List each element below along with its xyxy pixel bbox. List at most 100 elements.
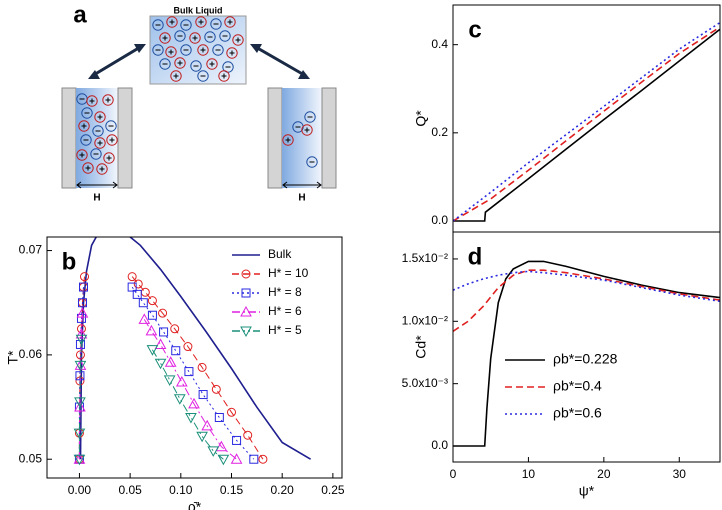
series-line xyxy=(78,313,237,460)
panel-label: d xyxy=(468,243,483,270)
ion xyxy=(282,134,294,146)
marker xyxy=(77,298,87,308)
y-axis-label: Q* xyxy=(413,110,429,127)
marker xyxy=(158,308,168,318)
series-line xyxy=(453,28,720,222)
y-tick-label: 0.07 xyxy=(19,243,43,257)
gap-label: H xyxy=(93,193,100,204)
marker xyxy=(171,346,181,356)
marker xyxy=(138,313,151,324)
arrow-heads xyxy=(88,44,310,79)
marker xyxy=(75,334,88,346)
ion xyxy=(212,44,224,56)
ion xyxy=(106,134,118,146)
ion xyxy=(226,47,238,59)
series-line xyxy=(78,276,264,460)
ion xyxy=(174,30,186,42)
ion xyxy=(166,16,178,28)
ion xyxy=(165,46,177,58)
y-axis-label: Cd* xyxy=(413,335,429,359)
marker xyxy=(74,397,86,408)
marker xyxy=(198,390,208,400)
marker xyxy=(75,327,88,339)
y-tick-label: 1.0x10⁻² xyxy=(402,313,448,327)
marker xyxy=(214,412,224,422)
marker xyxy=(145,324,158,336)
marker xyxy=(76,313,86,323)
y-tick-label: 0.06 xyxy=(19,347,43,361)
ion xyxy=(105,120,117,132)
marker xyxy=(196,431,208,443)
ion xyxy=(210,18,222,30)
ion xyxy=(152,44,164,56)
panel-label: c xyxy=(468,16,481,43)
ion xyxy=(92,125,104,137)
marker xyxy=(78,282,88,292)
y-tick-label: 1.5x10⁻² xyxy=(402,251,448,265)
ion xyxy=(180,19,192,31)
ion xyxy=(174,57,186,69)
marker xyxy=(154,358,167,370)
marker xyxy=(147,310,157,320)
marker xyxy=(175,375,188,387)
x-tick-label: 0 xyxy=(450,467,457,481)
x-tick-label: 0.25 xyxy=(321,483,345,497)
legend-label: H* = 6 xyxy=(268,304,302,318)
marker xyxy=(197,362,207,372)
legend-label: ρb*=0.4 xyxy=(553,378,602,394)
x-axis-label: ρ̄* xyxy=(188,499,202,510)
legend-label: ρb*=0.228 xyxy=(553,351,618,367)
legend-label: ρb*=0.6 xyxy=(553,405,602,421)
ion xyxy=(197,70,209,82)
ion xyxy=(190,60,202,72)
marker xyxy=(211,384,221,394)
ion xyxy=(189,32,201,44)
plot-frame xyxy=(46,236,343,479)
marker xyxy=(215,440,228,452)
ion xyxy=(76,149,88,161)
marker xyxy=(164,356,177,367)
ion xyxy=(96,163,108,175)
y-tick-label: 0.0 xyxy=(431,213,448,227)
series-line xyxy=(453,269,720,332)
x-tick-label: 0.00 xyxy=(68,483,92,497)
ion xyxy=(94,137,106,149)
legend-label: H* = 5 xyxy=(268,323,302,337)
ion xyxy=(81,107,93,119)
marker xyxy=(73,454,86,466)
ion xyxy=(180,44,192,56)
marker xyxy=(80,272,90,282)
x-tick-label: 0.20 xyxy=(271,483,295,497)
marker xyxy=(243,430,253,440)
ion xyxy=(159,58,171,70)
series-line xyxy=(453,21,720,222)
marker xyxy=(170,324,180,334)
y-tick-label: 0.05 xyxy=(19,451,43,465)
series-line xyxy=(453,270,720,303)
marker xyxy=(249,454,259,464)
legend-marker xyxy=(241,269,251,279)
x-tick-label: 0.10 xyxy=(169,483,193,497)
ion xyxy=(232,34,244,46)
series-line xyxy=(78,339,224,460)
y-tick-label: 5.0x10⁻³ xyxy=(402,376,448,390)
series-line xyxy=(453,260,720,447)
x-tick-label: 20 xyxy=(597,467,611,481)
marker xyxy=(230,453,243,464)
slit xyxy=(282,88,322,188)
gap-label: H xyxy=(298,193,305,204)
x-axis-label: ψ* xyxy=(579,483,595,499)
ion xyxy=(195,16,207,28)
ion xyxy=(219,30,231,42)
wall xyxy=(117,87,133,189)
marker xyxy=(207,446,220,457)
ion xyxy=(218,70,230,82)
marker xyxy=(201,419,214,431)
marker xyxy=(227,407,237,417)
wall xyxy=(267,87,283,189)
arrows xyxy=(91,44,307,78)
wall xyxy=(321,87,337,189)
plot-frame xyxy=(452,231,721,463)
box-title: Bulk Liquid xyxy=(174,5,223,15)
